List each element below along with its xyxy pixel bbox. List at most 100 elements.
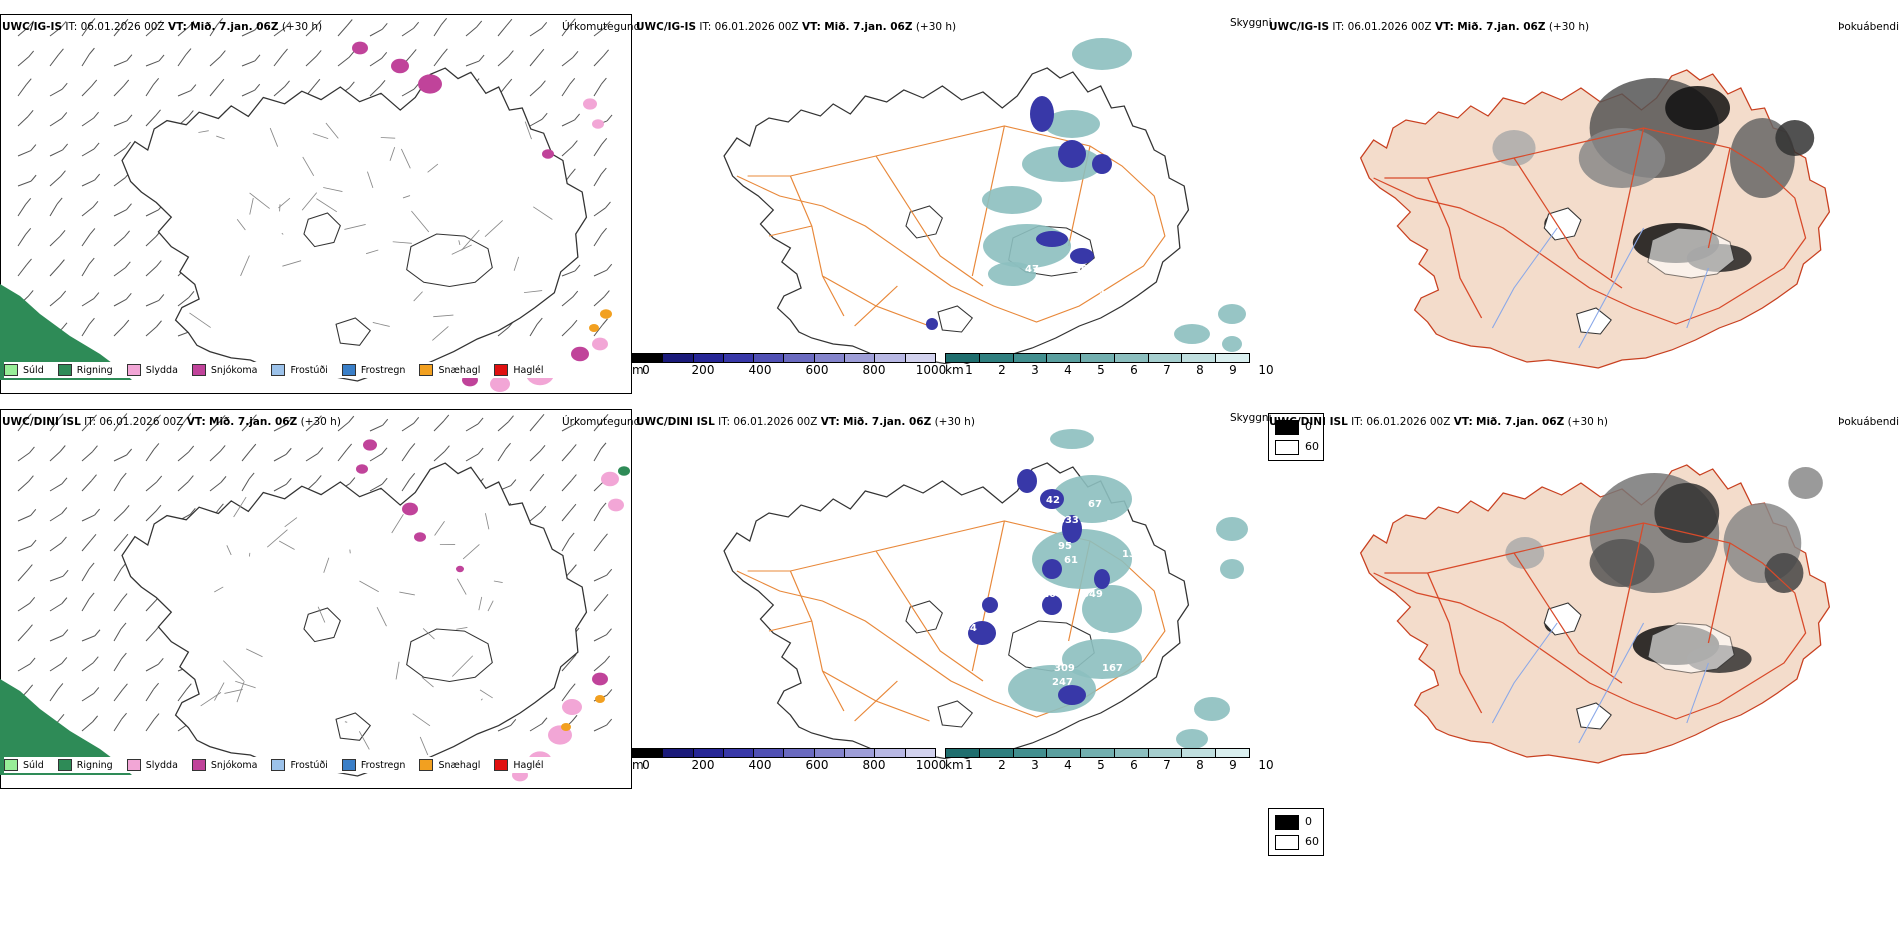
colorbar-bin — [1182, 354, 1217, 362]
colorbar-tick: 8 — [1196, 363, 1204, 377]
colorbar-tick: 2 — [998, 758, 1006, 772]
legend-item: Súld — [4, 364, 44, 376]
cloud-value-label: 47 — [1025, 264, 1039, 275]
colorbar-unit: m — [632, 758, 644, 772]
it-label: IT: — [65, 21, 78, 33]
legend-label: Rigning — [76, 364, 113, 376]
panel-header: UWC/IG-IS IT: 06.01.2026 00Z VT: Mið. 7.… — [1269, 21, 1589, 33]
legend-label: Frostúði — [290, 759, 328, 771]
legend-swatch — [341, 759, 356, 771]
legend-swatch — [419, 364, 434, 376]
colorbar-bin — [1047, 749, 1082, 757]
vt-label: VT: — [1434, 21, 1454, 33]
colorbar-tick: 4 — [1064, 758, 1072, 772]
colorbar-bin — [693, 354, 724, 362]
panel-header: UWC/DINI ISL IT: 06.01.2026 00Z VT: Mið.… — [636, 416, 975, 428]
colorbar-tick: 2 — [998, 363, 1006, 377]
colorbar-swatches — [945, 748, 1250, 758]
cloud-value-label: 13 — [1122, 549, 1136, 560]
legend-item: Frostúði — [271, 759, 328, 771]
colorbar-bin — [723, 749, 755, 757]
legend-label: Frostregn — [360, 759, 406, 771]
precip-type-panel: Súld Rigning Slydda Snjókoma Frostúði Frostre… — [0, 14, 632, 394]
legend-item: Súld — [4, 759, 44, 771]
legend-label: Frostúði — [290, 364, 328, 376]
cloud-value-label: 366 — [1076, 282, 1097, 293]
colorbar-tick: 1 — [965, 363, 973, 377]
cloud-value-label: 168 — [1042, 589, 1063, 600]
colorbar-tick: 400 — [748, 758, 772, 772]
model-name: UWC/IG-IS — [2, 21, 63, 33]
lead-time: (+30 h) — [915, 21, 957, 33]
panel-title: Þokuábendi — [1838, 416, 1899, 428]
legend-item: Rigning — [57, 364, 113, 376]
colorbar-bin — [1013, 749, 1048, 757]
fog-legend-label: 0 — [1305, 420, 1312, 433]
model-name: UWC/DINI ISL — [2, 416, 81, 428]
it-label: IT: — [84, 416, 97, 428]
vt-label: VT: — [186, 416, 206, 428]
colorbar-tick: 7 — [1163, 758, 1171, 772]
fog-map — [1359, 464, 1831, 764]
colorbar-bin — [905, 749, 935, 757]
legend-swatch — [57, 364, 72, 376]
model-name: UWC/DINI ISL — [1269, 416, 1348, 428]
cloud-value-label: 95 — [1058, 541, 1072, 552]
cloud-visibility-panel: 42 67 333 151 13 95 61 168 649 22 104 309 247 167 m 0 20… — [632, 409, 1274, 789]
legend-swatch — [419, 759, 434, 771]
colorbar-bin — [875, 749, 906, 757]
colorbar-bin — [633, 354, 664, 362]
vt-label: VT: — [820, 416, 840, 428]
colorbar-bin — [1013, 354, 1048, 362]
fog-legend-label: 60 — [1305, 440, 1319, 453]
legend-label: Snjókoma — [210, 759, 258, 771]
cloud-value-label: 16 — [1126, 154, 1140, 165]
colorbar-bin — [663, 354, 694, 362]
precip-type-legend: Súld Rigning Slydda Snjókoma Frostúði Frostre… — [4, 362, 558, 378]
colorbar-bin — [754, 749, 785, 757]
fog-index-legend: 0 60 — [1268, 808, 1324, 856]
colorbar-tick: 7 — [1163, 363, 1171, 377]
visibility-colorbar: km 1 2 3 4 5 6 7 8 9 10 — [945, 748, 1274, 776]
cloud-value-label: 333 — [1058, 515, 1079, 526]
cloud-value-label: 649 — [1082, 589, 1103, 600]
colorbar-tick: 8 — [1196, 758, 1204, 772]
cloud-value-label: 13 — [1120, 184, 1134, 195]
it-value: 06.01.2026 00Z — [1366, 416, 1451, 428]
legend-label: Súld — [23, 364, 44, 376]
model-name: UWC/DINI ISL — [636, 416, 715, 428]
legend-item: Snjókoma — [191, 759, 258, 771]
vt-value: Mið. 7.jan. 06Z — [1476, 416, 1565, 428]
it-value: 06.01.2026 00Z — [714, 21, 799, 33]
panel-header: UWC/DINI ISL IT: 06.01.2026 00Z VT: Mið.… — [2, 416, 341, 428]
colorbar-bin — [1114, 354, 1149, 362]
fog-legend-swatch — [1275, 420, 1299, 435]
colorbar-bin — [814, 354, 846, 362]
colorbar-tick: 4 — [1064, 363, 1072, 377]
legend-item: Slydda — [126, 364, 178, 376]
roads — [1373, 127, 1807, 325]
it-value: 06.01.2026 00Z — [80, 21, 165, 33]
vt-value: Mið. 7.jan. 06Z — [843, 416, 932, 428]
legend-item: Slydda — [126, 759, 178, 771]
panel-header: UWC/DINI ISL IT: 06.01.2026 00Z VT: Mið.… — [1269, 416, 1608, 428]
iceland-outline — [121, 462, 588, 777]
fog-map — [1359, 69, 1831, 369]
panel-title: Úrkomutegund — [562, 416, 641, 428]
colorbar-bin — [946, 749, 980, 757]
vt-label: VT: — [167, 21, 187, 33]
cloud-value-label: 22 — [1096, 631, 1110, 642]
legend-swatch — [271, 364, 286, 376]
colorbar-bin — [946, 354, 980, 362]
colorbar-bin — [814, 749, 846, 757]
colorbar-unit: km — [945, 758, 964, 772]
colorbar-bin — [1182, 749, 1217, 757]
legend-item: Frostregn — [341, 759, 406, 771]
fog-legend-label: 60 — [1305, 835, 1319, 848]
legend-swatch — [341, 364, 356, 376]
colorbar-bin — [723, 354, 755, 362]
cloud-map: 42 67 333 151 13 95 61 168 649 22 104 309 247 167 — [723, 429, 1248, 759]
legend-swatch — [126, 759, 141, 771]
colorbar-bin — [1081, 749, 1115, 757]
legend-swatch — [4, 759, 18, 771]
